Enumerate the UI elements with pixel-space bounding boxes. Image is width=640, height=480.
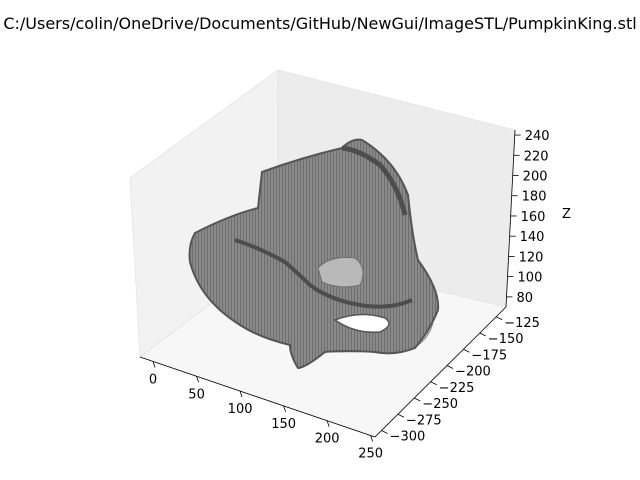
y-axis-tick-label: −225 — [439, 381, 475, 396]
x-axis-tick-label: 50 — [188, 387, 205, 402]
z-axis-line — [505, 129, 516, 308]
z-axis-tick-label: 80 — [517, 291, 534, 306]
mesh-inner-fold — [234, 238, 413, 309]
mesh-surface — [188, 138, 440, 370]
z-axis-tick-label: 160 — [521, 210, 546, 225]
y-axis-tick-label: −250 — [422, 397, 458, 412]
mesh-rim — [341, 145, 408, 216]
z-axis-tick-label: 200 — [523, 170, 548, 185]
x-axis-tick-mark — [283, 405, 286, 413]
z-axis-ticks: 80 100 120 140 160 180 200 220 240 — [506, 129, 550, 306]
axis-lines — [139, 129, 516, 438]
x-axis-tick-mark — [196, 376, 199, 383]
z-axis-tick-label: 220 — [524, 149, 549, 164]
x-axis-ticks: 0 50 100 150 200 250 — [149, 361, 383, 462]
y-axis-ticks: −125−150−175 −200−225−250−275 −300 — [381, 316, 540, 445]
z-axis-label: Z — [562, 207, 571, 222]
y-axis-tick-mark — [414, 397, 421, 402]
mesh-mouth-opening — [333, 313, 390, 333]
y-axis-tick-label: −175 — [471, 348, 507, 363]
y-axis-tick-mark — [397, 413, 405, 418]
y-axis-tick-label: −275 — [406, 413, 442, 428]
x-axis-tick-mark — [152, 361, 156, 368]
x-axis-tick-label: 250 — [358, 447, 383, 462]
x-axis-tick-mark — [370, 435, 374, 442]
x-axis-tick-label: 200 — [315, 432, 340, 447]
y-axis-tick-mark — [381, 430, 388, 434]
y-axis-tick-mark — [463, 348, 470, 353]
y-axis-tick-label: −125 — [504, 316, 540, 331]
y-axis-tick-label: −150 — [488, 332, 524, 347]
chart-title: C:/Users/colin/OneDrive/Documents/GitHub… — [3, 14, 636, 33]
x-axis-tick-label: 0 — [149, 372, 157, 387]
y-axis-tick-label: −300 — [390, 430, 426, 445]
mesh-highlight-patch — [317, 257, 364, 288]
z-axis-tick-label: 240 — [525, 129, 550, 144]
y-axis-tick-label: −200 — [455, 365, 491, 380]
x-axis-line — [139, 356, 376, 438]
z-axis-tick-label: 140 — [520, 230, 545, 245]
y-axis-line — [374, 306, 507, 438]
y-axis-tick-mark — [430, 381, 437, 386]
z-axis-tick-label: 100 — [518, 271, 543, 286]
x-axis-tick-mark — [326, 420, 330, 427]
y-axis-tick-mark — [495, 316, 503, 321]
x-axis-tick-label: 150 — [271, 417, 296, 432]
x-axis-tick-label: 100 — [228, 402, 253, 417]
z-axis-tick-label: 180 — [522, 190, 547, 205]
y-axis-tick-mark — [479, 332, 486, 337]
x-axis-tick-mark — [239, 390, 243, 398]
y-axis-tick-mark — [446, 365, 454, 369]
z-axis-tick-label: 120 — [519, 250, 544, 265]
